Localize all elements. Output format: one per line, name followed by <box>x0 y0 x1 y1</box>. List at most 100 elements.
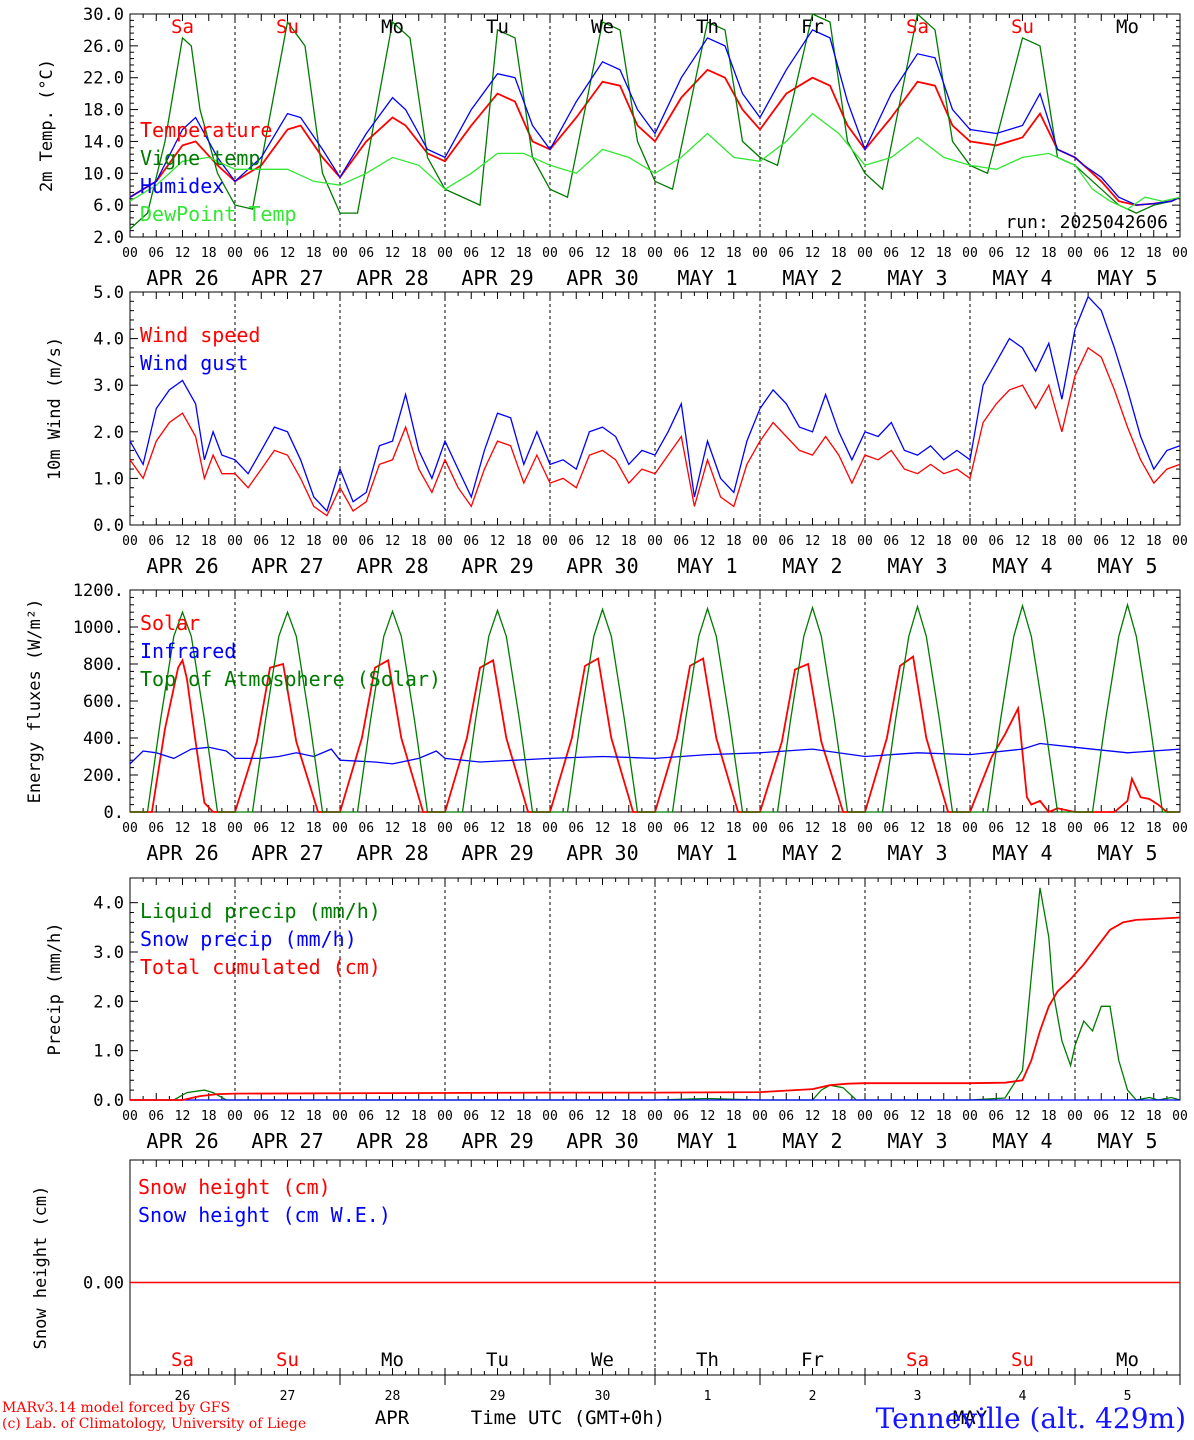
x-hour-label: 12 <box>385 246 401 261</box>
x-hour-label: 12 <box>385 821 401 836</box>
x-date-label: MAY 4 <box>992 554 1052 578</box>
x-date-label: APR 27 <box>251 841 323 865</box>
series-line <box>129 295 1181 513</box>
y-axis-label: 2m Temp. (°C) <box>37 59 57 192</box>
x-hour-label: 00 <box>1172 246 1188 261</box>
x-hour-label: 18 <box>411 821 427 836</box>
x-date-label: APR 30 <box>566 841 638 865</box>
x-hour-label: 00 <box>647 534 663 549</box>
legend-entry: DewPoint Temp <box>140 202 297 226</box>
x-hour-label: 12 <box>175 1109 191 1124</box>
y-tick-label: 2.0 <box>93 423 124 443</box>
x-hour-label: 00 <box>857 821 873 836</box>
x-hour-label: 18 <box>831 246 847 261</box>
x-hour-label: 06 <box>568 821 584 836</box>
series-line <box>129 12 1181 230</box>
y-tick-label: 0.00 <box>83 1274 124 1294</box>
x-date-label: APR 28 <box>356 554 428 578</box>
x-hour-label: 12 <box>700 534 716 549</box>
x-hour-label: 18 <box>516 1109 532 1124</box>
x-date-label: MAY 3 <box>887 1129 947 1153</box>
weekday-label: Fr <box>801 16 824 38</box>
x-hour-label: 00 <box>542 1109 558 1124</box>
x-hour-label: 06 <box>358 246 374 261</box>
weekday-label-bottom: Sa <box>906 1349 929 1371</box>
x-hour-label: 06 <box>988 534 1004 549</box>
x-date-label: MAY 1 <box>677 554 737 578</box>
y-tick-label: 6.0 <box>93 196 124 216</box>
x-hour-label: 06 <box>778 821 794 836</box>
legend-entry: Vigne temp <box>140 146 260 170</box>
x-hour-label: 12 <box>280 534 296 549</box>
x-hour-label: 12 <box>490 246 506 261</box>
x-hour-label: 18 <box>936 821 952 836</box>
weekday-label-bottom: We <box>591 1349 614 1371</box>
x-hour-label: 12 <box>700 821 716 836</box>
x-hour-label: 00 <box>1067 1109 1083 1124</box>
legend-entry: Liquid precip (mm/h) <box>140 899 381 923</box>
legend-entry: Solar <box>140 611 200 635</box>
weekday-label-bottom: Sa <box>171 1349 194 1371</box>
x-hour-label: 06 <box>568 534 584 549</box>
x-hour-label: 12 <box>805 534 821 549</box>
y-tick-label: 1.0 <box>93 469 124 489</box>
weekday-label: Th <box>696 16 719 38</box>
x-hour-label: 00 <box>1172 534 1188 549</box>
x-hour-label: 12 <box>385 534 401 549</box>
x-hour-label: 06 <box>463 534 479 549</box>
x-hour-label: 18 <box>831 1109 847 1124</box>
x-hour-label: 06 <box>358 534 374 549</box>
y-tick-label: 30.0 <box>83 5 124 25</box>
x-date-label: APR 28 <box>356 1129 428 1153</box>
copyright-line: (c) Lab. of Climatology, University of L… <box>2 1416 307 1432</box>
y-tick-label: 18.0 <box>83 101 124 121</box>
x-hour-label: 00 <box>227 246 243 261</box>
x-hour-label: 06 <box>358 1109 374 1124</box>
run-annotation: run: 2025042606 <box>1005 212 1168 233</box>
legend-entry: Snow precip (mm/h) <box>140 927 357 951</box>
x-hour-label: 18 <box>621 246 637 261</box>
y-axis-label: 10m Wind (m/s) <box>45 337 65 480</box>
x-hour-label: 18 <box>516 821 532 836</box>
x-hour-label: 06 <box>1093 821 1109 836</box>
x-hour-label: 12 <box>490 534 506 549</box>
x-hour-label: 12 <box>490 1109 506 1124</box>
x-date-label: MAY 2 <box>782 1129 842 1153</box>
x-hour-label: 00 <box>122 821 138 836</box>
x-date-label: MAY 3 <box>887 841 947 865</box>
x-hour-label: 00 <box>227 821 243 836</box>
x-date-label: MAY 3 <box>887 266 947 290</box>
x-hour-label: 00 <box>122 1109 138 1124</box>
x-hour-label: 18 <box>621 821 637 836</box>
x-hour-label: 06 <box>883 246 899 261</box>
x-hour-label: 00 <box>1067 821 1083 836</box>
x-hour-label: 06 <box>253 246 269 261</box>
series-line <box>130 655 1180 814</box>
x-date-label: APR 26 <box>146 554 218 578</box>
x-hour-label: 06 <box>568 1109 584 1124</box>
x-hour-label: 06 <box>883 534 899 549</box>
x-hour-label: 18 <box>201 534 217 549</box>
day-number-label: 2 <box>809 1389 817 1404</box>
x-hour-label: 00 <box>962 246 978 261</box>
x-hour-label: 18 <box>306 1109 322 1124</box>
day-number-label: 26 <box>175 1389 191 1404</box>
panel-precip <box>129 877 1181 1101</box>
x-date-label: APR 29 <box>461 841 533 865</box>
x-hour-label: 06 <box>778 246 794 261</box>
weekday-label-bottom: Su <box>1011 1349 1034 1371</box>
x-date-label: APR 26 <box>146 1129 218 1153</box>
x-hour-label: 12 <box>175 821 191 836</box>
x-date-label: MAY 2 <box>782 266 842 290</box>
x-hour-label: 06 <box>673 1109 689 1124</box>
x-hour-label: 00 <box>1172 1109 1188 1124</box>
x-date-label: APR 26 <box>146 841 218 865</box>
x-hour-label: 06 <box>148 1109 164 1124</box>
x-hour-label: 18 <box>201 1109 217 1124</box>
x-hour-label: 00 <box>962 821 978 836</box>
x-hour-label: 12 <box>595 534 611 549</box>
x-date-label: MAY 1 <box>677 841 737 865</box>
y-tick-label: 22.0 <box>83 69 124 89</box>
y-axis-label: Snow height (cm) <box>31 1186 51 1350</box>
x-hour-label: 00 <box>1067 534 1083 549</box>
